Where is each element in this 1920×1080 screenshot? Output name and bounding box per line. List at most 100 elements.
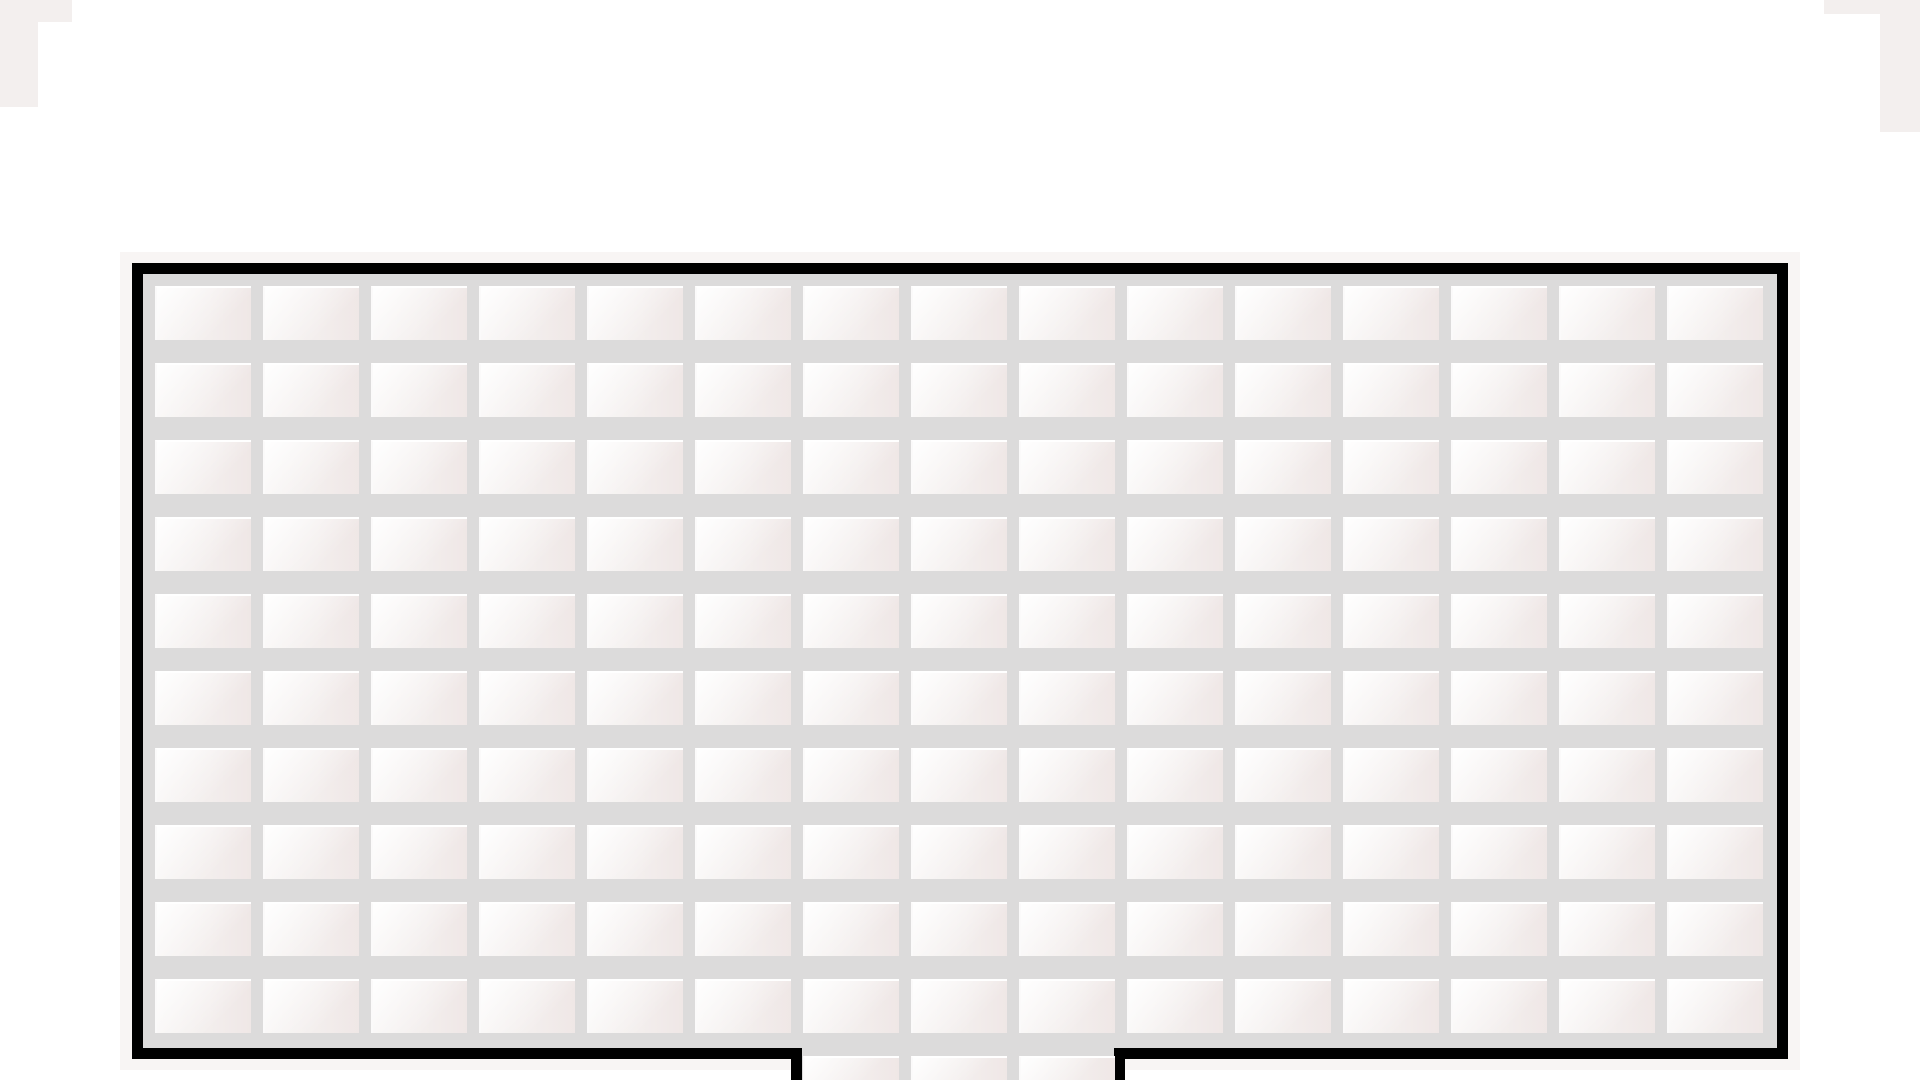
floor-tile (1559, 594, 1655, 648)
floor-tile (1559, 286, 1655, 340)
floor-tile (263, 825, 359, 879)
floor-tile (1127, 286, 1223, 340)
floor-tile (1451, 979, 1547, 1033)
floor-tile (1343, 902, 1439, 956)
floor-tile (1235, 671, 1331, 725)
floor-tile (911, 594, 1007, 648)
floor-tile (263, 594, 359, 648)
floor-tile (587, 363, 683, 417)
floor-tile (1667, 748, 1763, 802)
floor-tile (1451, 363, 1547, 417)
floor-tile (371, 902, 467, 956)
floor-tile (263, 671, 359, 725)
floor-tile (1667, 825, 1763, 879)
floor-tile (587, 902, 683, 956)
floor-tile (587, 671, 683, 725)
floor-tile (803, 286, 899, 340)
floor-tile (1127, 902, 1223, 956)
floor-tile (155, 440, 251, 494)
floor-tile (1235, 517, 1331, 571)
floor-tile (1235, 440, 1331, 494)
floor-tile (587, 440, 683, 494)
floor-tile (803, 363, 899, 417)
floor-tile (155, 363, 251, 417)
floor-tile (479, 671, 575, 725)
floor-tile (803, 902, 899, 956)
floor-tile (911, 748, 1007, 802)
floor-tile (1559, 363, 1655, 417)
floor-tile (1235, 363, 1331, 417)
floor-tile (1343, 517, 1439, 571)
floor-tile (911, 363, 1007, 417)
floor-tile (1559, 902, 1655, 956)
floor-tile (371, 748, 467, 802)
floor-tile (695, 594, 791, 648)
floor-tile (695, 979, 791, 1033)
floor-tile (263, 286, 359, 340)
floor-tile (263, 363, 359, 417)
floor-tile (1559, 671, 1655, 725)
floor-tile (695, 286, 791, 340)
floor-tile (911, 517, 1007, 571)
floor-tile (1451, 825, 1547, 879)
floor-tile (911, 979, 1007, 1033)
passage-tile (803, 1056, 899, 1080)
floor-tile (371, 363, 467, 417)
floor-tile (587, 979, 683, 1033)
floor-tile (1451, 671, 1547, 725)
passage-tile (1019, 1056, 1115, 1080)
floor-tile (1667, 286, 1763, 340)
floor-tile (479, 748, 575, 802)
floor-tile (371, 979, 467, 1033)
floor-tile (1343, 748, 1439, 802)
floor-tile (263, 748, 359, 802)
floor-tile (1127, 517, 1223, 571)
floor-tile (1451, 748, 1547, 802)
floor-tile (371, 286, 467, 340)
floor-tile (911, 440, 1007, 494)
floor-tile (1667, 979, 1763, 1033)
floor-tile (1127, 594, 1223, 648)
floor-tile (263, 902, 359, 956)
floor-tile (1019, 594, 1115, 648)
floor-tile (1343, 363, 1439, 417)
floor-tile (479, 363, 575, 417)
floor-tile (1019, 286, 1115, 340)
floor-tile (1127, 363, 1223, 417)
floor-tile (587, 594, 683, 648)
floor-tile (371, 440, 467, 494)
floor-tile (1127, 671, 1223, 725)
floor-tile (1235, 979, 1331, 1033)
floor-tile (1667, 671, 1763, 725)
floor-tile (695, 748, 791, 802)
floor-tile (695, 825, 791, 879)
floor-tile (1451, 517, 1547, 571)
floor-tile (371, 517, 467, 571)
floor-tile (803, 671, 899, 725)
floor-tile (911, 902, 1007, 956)
floor-tile (1343, 671, 1439, 725)
floor-tile (1451, 440, 1547, 494)
floor-tile (1559, 979, 1655, 1033)
floor-tile (1235, 825, 1331, 879)
floor-tile (803, 748, 899, 802)
floor-tile (803, 440, 899, 494)
passage-tile (911, 1056, 1007, 1080)
floor-tile (1019, 671, 1115, 725)
floor-tile (1019, 363, 1115, 417)
floor-tile (479, 979, 575, 1033)
floor-tile (1559, 440, 1655, 494)
floor-tile (155, 517, 251, 571)
floor-tile (1127, 440, 1223, 494)
floor-tile (695, 517, 791, 571)
floor-tile (1451, 902, 1547, 956)
floor-tile (695, 440, 791, 494)
floor-tile (587, 286, 683, 340)
corner-tile-fragment-left (0, 0, 72, 22)
floor-tile (1559, 517, 1655, 571)
floor-tile (371, 671, 467, 725)
floor-tile (479, 594, 575, 648)
floor-tile (1019, 440, 1115, 494)
floor-tile (155, 979, 251, 1033)
